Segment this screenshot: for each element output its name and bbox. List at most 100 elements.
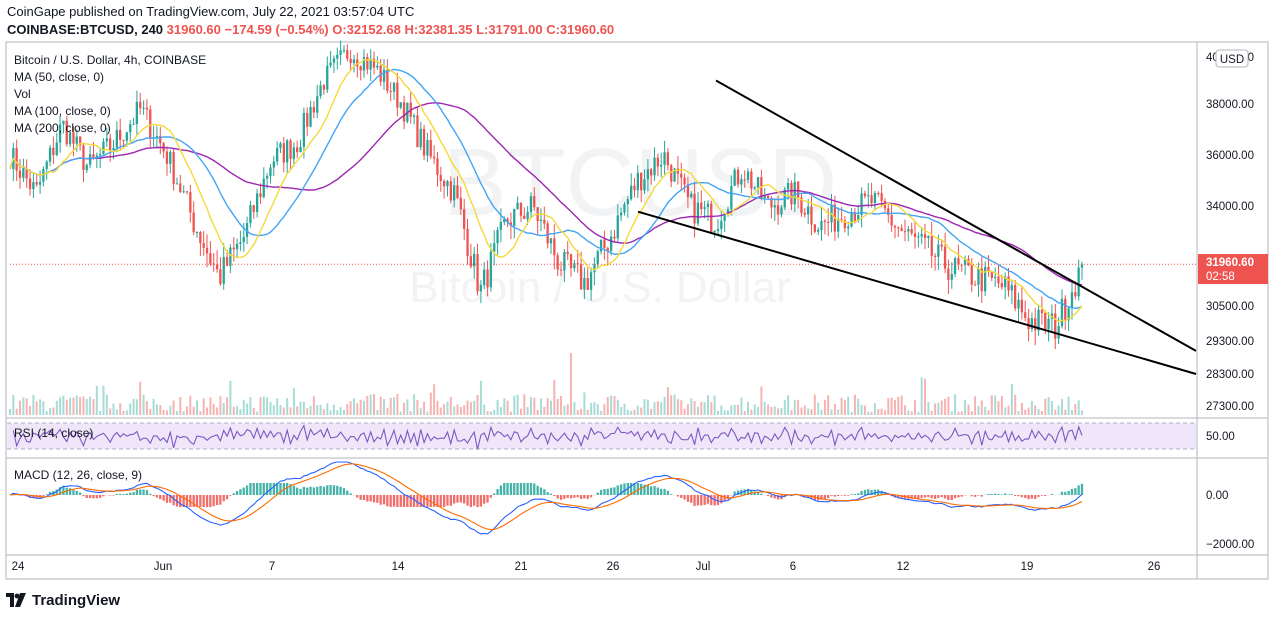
volume-bar <box>309 406 312 415</box>
candle-body <box>386 69 389 91</box>
volume-bar <box>663 396 666 415</box>
macd-histogram-bar <box>823 495 826 499</box>
volume-bar <box>479 380 482 415</box>
candle-body <box>352 59 356 64</box>
volume-bar <box>155 404 158 415</box>
volume-bar <box>987 410 990 415</box>
candle-body <box>843 220 846 229</box>
candle-body <box>382 69 386 82</box>
macd-histogram-bar <box>463 495 466 504</box>
volume-bar <box>626 409 629 415</box>
macd-histogram-bar <box>900 495 903 499</box>
candle-body <box>296 147 299 153</box>
candle-body <box>850 212 853 227</box>
candle-body <box>670 165 673 182</box>
candle-body <box>62 120 65 125</box>
macd-histogram-bar <box>957 495 960 498</box>
candle-body <box>790 183 793 205</box>
volume-bar <box>513 395 516 415</box>
volume-bar <box>566 404 569 415</box>
macd-histogram-bar <box>583 495 586 499</box>
volume-bar <box>670 395 673 415</box>
price-tick-label: 28300.00 <box>1206 369 1254 381</box>
macd-histogram-bar <box>155 495 159 498</box>
macd-histogram-bar <box>346 490 349 495</box>
macd-histogram-bar <box>1050 493 1054 495</box>
volume-bar <box>396 393 399 415</box>
candle-body <box>242 237 245 243</box>
macd-histogram-bar <box>79 492 82 495</box>
candle-body <box>372 58 376 68</box>
macd-histogram-bar <box>266 483 269 495</box>
currency-badge-box[interactable] <box>1215 49 1249 68</box>
macd-histogram-bar <box>940 495 943 498</box>
macd-histogram-bar <box>262 483 265 495</box>
candle-body <box>556 255 559 270</box>
macd-histogram-bar <box>636 483 639 495</box>
legend-vol: Vol <box>14 87 31 101</box>
candle-body <box>222 257 225 284</box>
volume-bar <box>409 411 412 415</box>
candle-body <box>987 266 990 272</box>
volume-bar <box>262 396 265 415</box>
volume-bar <box>1000 395 1003 415</box>
rsi-pane <box>7 422 1196 450</box>
macd-histogram-bar <box>469 495 472 507</box>
macd-histogram-bar <box>733 491 736 495</box>
volume-bar <box>1081 410 1083 415</box>
volume-bar <box>536 409 539 415</box>
candle-body <box>1047 318 1050 330</box>
volume-bar <box>1024 409 1027 415</box>
volume-bar <box>426 411 429 415</box>
volume-bar <box>873 403 876 415</box>
candle-body <box>1017 299 1020 309</box>
candle-body <box>1060 298 1064 327</box>
plot-frame <box>5 41 1269 580</box>
macd-histogram-bar <box>503 483 506 495</box>
volume-bar <box>222 403 225 415</box>
macd-histogram-bar <box>516 483 519 495</box>
macd-histogram-bar <box>743 489 746 495</box>
macd-histogram-bar <box>205 495 209 507</box>
volume-bar <box>22 397 25 415</box>
macd-histogram-bar <box>229 495 232 496</box>
candle-body <box>79 136 82 146</box>
macd-histogram-bar <box>453 495 456 504</box>
candle-body <box>810 206 813 225</box>
volume-bar <box>1020 403 1023 415</box>
macd-pane <box>9 461 1084 535</box>
macd-histogram-bar <box>853 494 856 495</box>
macd-histogram-bar <box>242 487 245 495</box>
candle-body <box>426 140 429 156</box>
candle-body <box>99 154 102 156</box>
volume-bar <box>1077 400 1080 415</box>
candle-body <box>953 258 957 274</box>
currency-badge[interactable]: USD <box>1220 54 1244 66</box>
candle-body <box>1000 283 1003 288</box>
candle-body <box>1054 313 1057 339</box>
volume-bar <box>867 411 870 415</box>
candle-body <box>92 154 95 158</box>
macd-histogram-bar <box>1067 490 1070 495</box>
candle-body <box>142 107 145 109</box>
chart-svg[interactable]: BTCUSD Bitcoin / U.S. Dollar 40000.00380… <box>0 40 1274 585</box>
candle-body <box>25 168 28 179</box>
candle-body <box>179 183 182 193</box>
macd-tick-label: 0.00 <box>1206 490 1228 502</box>
macd-histogram-bar <box>960 495 963 497</box>
candle-body <box>45 161 48 169</box>
macd-histogram-bar <box>306 487 309 495</box>
candle-body <box>85 164 88 171</box>
candle-body <box>756 177 760 188</box>
candle-body <box>890 214 893 226</box>
candle-body <box>463 209 466 229</box>
candle-body <box>933 255 937 257</box>
candle-body <box>229 247 232 266</box>
volume-bar <box>743 411 746 415</box>
candle-body <box>286 140 289 163</box>
candle-body <box>1070 292 1074 309</box>
volume-bar <box>496 400 499 415</box>
last-price-label-box <box>1198 254 1268 284</box>
macd-histogram-bar <box>119 493 122 495</box>
macd-histogram-bar <box>1027 495 1030 500</box>
